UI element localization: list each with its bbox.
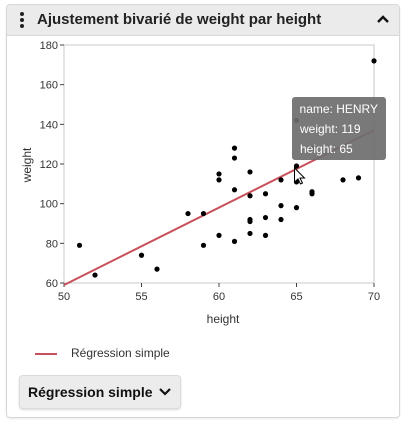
y-tick-label: 180 xyxy=(40,40,58,52)
data-point[interactable] xyxy=(262,232,269,238)
data-point[interactable] xyxy=(371,58,377,64)
y-tick-label: 80 xyxy=(46,238,58,250)
x-axis-label: height xyxy=(207,312,240,326)
kebab-menu-icon[interactable] xyxy=(17,11,27,29)
data-point[interactable] xyxy=(278,177,284,183)
data-point[interactable] xyxy=(262,214,269,221)
data-point[interactable] xyxy=(278,216,284,223)
panel-title: Ajustement bivarié de weight par height xyxy=(37,11,322,28)
data-point[interactable] xyxy=(231,187,238,193)
data-point[interactable] xyxy=(231,155,238,161)
data-point[interactable] xyxy=(247,169,253,175)
data-point[interactable] xyxy=(247,230,253,237)
data-point[interactable] xyxy=(200,210,207,217)
data-point[interactable] xyxy=(247,193,253,199)
y-tick-label: 160 xyxy=(40,80,58,92)
data-point[interactable] xyxy=(216,171,222,177)
data-point[interactable] xyxy=(340,177,346,183)
dropdown-label: Régression simple xyxy=(28,384,153,400)
y-axis-label: weight xyxy=(20,147,34,183)
data-point[interactable] xyxy=(355,175,362,181)
plot-frame xyxy=(63,44,375,284)
fit-type-dropdown[interactable]: Régression simple xyxy=(19,375,181,409)
data-point[interactable] xyxy=(293,163,300,169)
data-point[interactable] xyxy=(262,191,269,197)
y-tick-label: 120 xyxy=(40,159,58,171)
mouse-cursor-icon xyxy=(294,166,306,185)
legend-line-swatch xyxy=(35,353,57,355)
data-point[interactable] xyxy=(231,238,238,244)
tooltip-weight: weight: 119 xyxy=(300,122,361,136)
legend-label: Régression simple xyxy=(71,346,170,360)
tooltip-height: height: 65 xyxy=(300,142,353,156)
y-tick-label: 100 xyxy=(40,199,58,211)
chevron-down-icon xyxy=(159,388,171,396)
data-point[interactable] xyxy=(200,242,207,248)
scatter-plot: 60 80 100 120 140 160 180 50 55 60 65 70 height we… xyxy=(7,35,399,335)
data-point[interactable] xyxy=(231,145,238,151)
y-tick-label: 60 xyxy=(46,278,58,290)
data-point[interactable] xyxy=(185,210,191,217)
scatter-plot-svg[interactable]: 60 80 100 120 140 160 180 50 55 60 65 70 height we… xyxy=(7,35,399,335)
panel-header: Ajustement bivarié de weight par height xyxy=(7,5,399,36)
data-point[interactable] xyxy=(309,189,315,195)
data-point[interactable] xyxy=(278,203,284,209)
x-tick-label: 60 xyxy=(213,291,225,303)
x-tick-label: 55 xyxy=(135,291,147,303)
data-point[interactable] xyxy=(138,252,145,258)
chevron-up-icon[interactable] xyxy=(375,11,391,27)
x-tick-label: 65 xyxy=(290,291,302,303)
y-tick-label: 140 xyxy=(40,119,58,131)
point-tooltip: name: HENRY weight: 119 height: 65 xyxy=(292,97,386,160)
data-point[interactable] xyxy=(76,242,83,248)
x-tick-label: 50 xyxy=(58,291,70,303)
tooltip-name: name: HENRY xyxy=(299,102,378,116)
data-point[interactable] xyxy=(154,266,160,272)
x-tick-label: 70 xyxy=(368,291,380,303)
data-point[interactable] xyxy=(92,272,98,278)
data-point[interactable] xyxy=(247,216,253,223)
data-point[interactable] xyxy=(216,177,222,183)
data-point[interactable] xyxy=(216,232,222,238)
bivariate-fit-panel: Ajustement bivarié de weight par height … xyxy=(6,4,400,418)
data-point[interactable] xyxy=(293,205,300,211)
